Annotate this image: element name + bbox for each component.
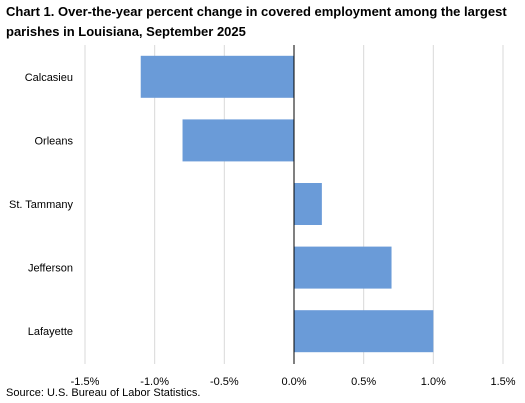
x-tick-label: -1.5%: [71, 376, 100, 388]
category-label: St. Tammany: [9, 199, 73, 211]
x-tick-label: -0.5%: [210, 376, 239, 388]
x-tick-label: 1.5%: [490, 376, 515, 388]
category-labels: Calcasieu Orleans St. Tammany Jefferson Lafa…: [9, 72, 73, 338]
category-label: Jefferson: [28, 263, 73, 275]
chart-title: Chart 1. Over-the-year percent change in…: [6, 4, 507, 39]
gridlines: [84, 45, 504, 364]
source-note: Source: U.S. Bureau of Labor Statistics.: [6, 387, 201, 399]
x-tick-label: 1.0%: [421, 376, 446, 388]
category-label: Lafayette: [28, 326, 73, 338]
x-tick-label: 0.0%: [281, 376, 306, 388]
bar-lafayette: [294, 310, 434, 353]
tick-labels: -1.5% -1.0% -0.5% 0.0% 0.5% 1.0% 1.5%: [71, 376, 516, 388]
category-label: Orleans: [34, 135, 73, 147]
category-label: Calcasieu: [25, 72, 73, 84]
bar-jefferson: [294, 246, 392, 289]
bars: [140, 55, 434, 353]
x-tick-label: -1.0%: [140, 376, 169, 388]
bar-orleans: [182, 119, 294, 162]
bar-calcasieu: [140, 55, 294, 98]
x-tick-label: 0.5%: [351, 376, 376, 388]
bar-st-tammany: [294, 183, 322, 225]
